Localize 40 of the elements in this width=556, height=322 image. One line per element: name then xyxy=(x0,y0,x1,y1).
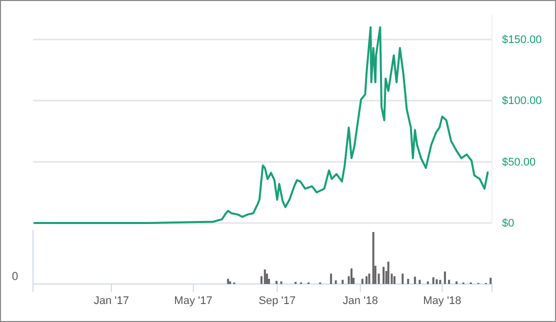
line-series xyxy=(32,26,489,224)
bar xyxy=(330,274,332,284)
bar xyxy=(266,274,268,284)
bar xyxy=(350,268,353,284)
bar xyxy=(439,280,442,284)
x-tick-label: Sep '17 xyxy=(258,294,296,307)
x-tick-label: Jan '17 xyxy=(94,294,130,307)
bar xyxy=(264,269,266,284)
y-tick-label: $50.00 xyxy=(502,156,536,168)
bar xyxy=(414,276,416,284)
x-tick-label: May '17 xyxy=(174,294,212,307)
bar xyxy=(280,281,282,284)
text: 0 xyxy=(12,270,18,283)
bar xyxy=(229,281,232,284)
bar xyxy=(393,276,396,284)
bar xyxy=(490,278,492,284)
bar xyxy=(402,274,404,284)
bar xyxy=(275,280,278,284)
bar xyxy=(444,272,446,284)
bar xyxy=(448,280,450,284)
bar xyxy=(382,266,385,284)
x-tick-label: Jan '18 xyxy=(342,294,378,307)
bar xyxy=(426,281,429,284)
bar xyxy=(366,276,368,284)
y-tick-label: $150.00 xyxy=(502,34,542,46)
bar xyxy=(227,278,230,284)
bar xyxy=(342,280,344,284)
x-tick-label: May '18 xyxy=(423,294,462,307)
bar xyxy=(432,277,434,284)
bar xyxy=(387,262,390,284)
bar xyxy=(372,232,374,284)
bar xyxy=(407,278,410,284)
bar xyxy=(418,280,421,284)
bar xyxy=(334,280,337,284)
y-tick-label: $100.00 xyxy=(502,95,542,108)
bar xyxy=(368,274,370,284)
bar xyxy=(436,279,438,284)
bar xyxy=(361,278,364,284)
bar xyxy=(456,281,458,284)
y-tick-label: $0 xyxy=(502,218,514,230)
